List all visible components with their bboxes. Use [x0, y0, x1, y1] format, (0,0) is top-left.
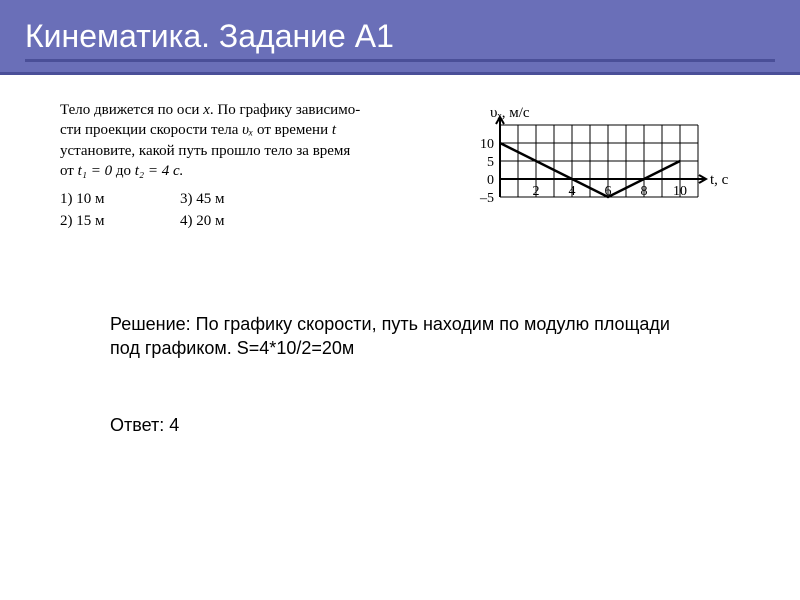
option-2: 2) 15 м — [60, 211, 180, 231]
option-4: 4) 20 м — [180, 211, 300, 231]
text: от — [60, 163, 78, 179]
t1: t₁ = 0 — [78, 163, 113, 179]
svg-text:4: 4 — [569, 184, 576, 199]
svg-text:5: 5 — [487, 155, 494, 170]
svg-text:–5: –5 — [479, 191, 494, 206]
var-x: x — [203, 102, 210, 118]
text: . По графику зависимо- — [210, 102, 360, 118]
svg-text:8: 8 — [641, 184, 648, 199]
solution-text: Решение: По графику скорости, путь наход… — [110, 312, 690, 361]
problem-statement: Тело движется по оси x. По графику завис… — [60, 100, 440, 232]
content-area: Тело движется по оси x. По графику завис… — [0, 75, 800, 252]
text: установите, какой путь прошло тело за вр… — [60, 143, 350, 159]
text: Тело движется по оси — [60, 102, 203, 118]
velocity-chart: υₓ, м/с1050–5246810t, с — [460, 100, 720, 232]
var-vx: υₓ — [242, 122, 253, 138]
svg-text:υₓ, м/с: υₓ, м/с — [490, 105, 530, 121]
var-t: t — [332, 122, 336, 138]
text: от времени — [253, 122, 332, 138]
svg-text:t, с: t, с — [710, 172, 728, 188]
answer-options: 1) 10 м 3) 45 м 2) 15 м 4) 20 м — [60, 189, 440, 232]
svg-text:10: 10 — [480, 137, 494, 152]
slide-title: Кинематика. Задание А1 — [0, 0, 800, 75]
option-1: 1) 10 м — [60, 189, 180, 209]
answer-text: Ответ: 4 — [110, 415, 690, 436]
t2: t₂ = 4 с. — [135, 163, 184, 179]
title-underline — [25, 59, 775, 62]
chart-svg: υₓ, м/с1050–5246810t, с — [460, 100, 728, 222]
option-3: 3) 45 м — [180, 189, 300, 209]
title-text: Кинематика. Задание А1 — [25, 18, 394, 54]
svg-text:0: 0 — [487, 173, 494, 188]
text: сти проекции скорости тела — [60, 122, 242, 138]
svg-text:10: 10 — [673, 184, 687, 199]
text: до — [112, 163, 135, 179]
svg-text:2: 2 — [533, 184, 540, 199]
